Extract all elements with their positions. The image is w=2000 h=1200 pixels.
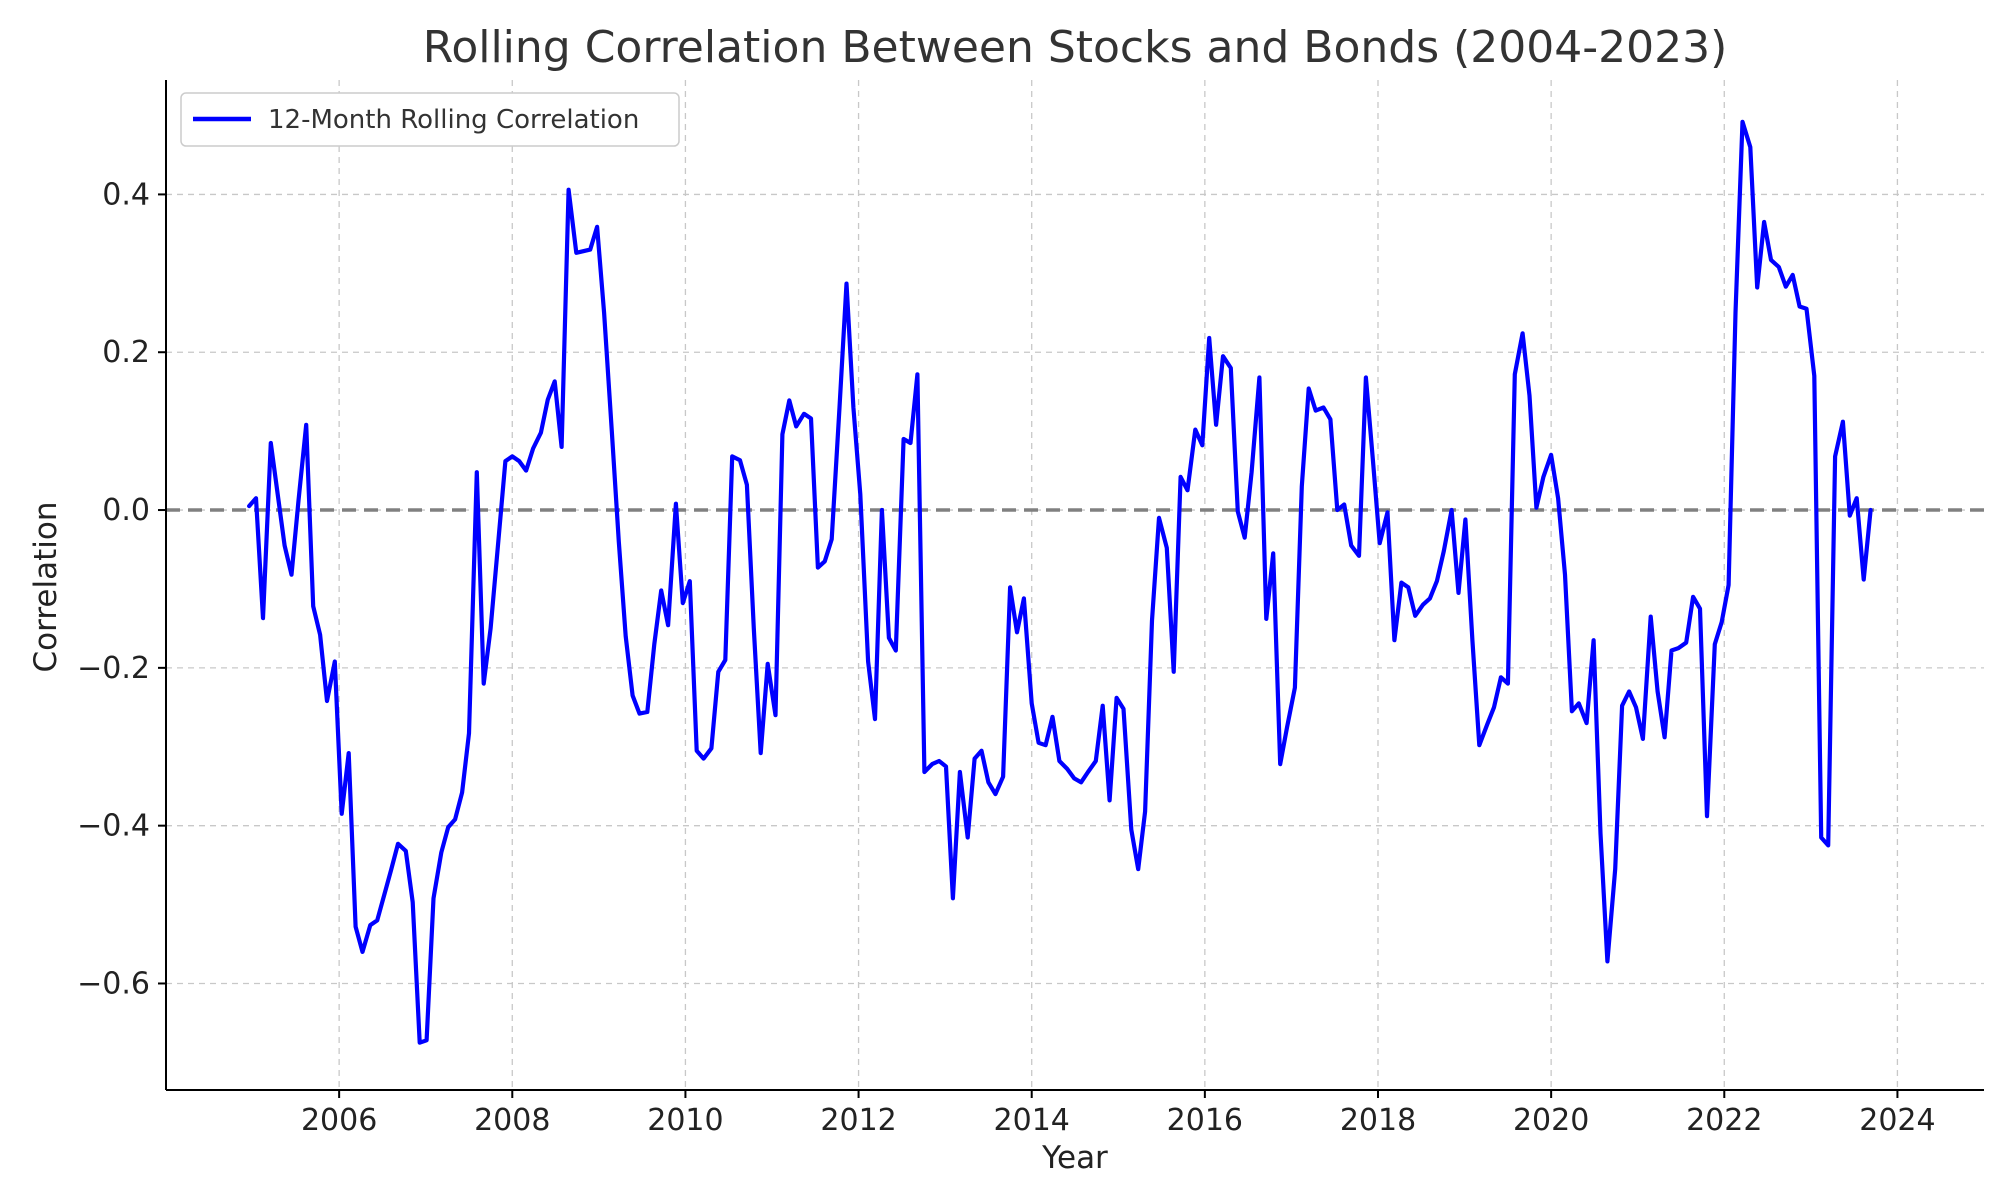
x-tick-label: 2020 [1513, 1103, 1589, 1138]
y-tick-label: 0.0 [102, 493, 150, 528]
y-tick-label: 0.4 [102, 177, 150, 212]
legend-box [180, 92, 680, 147]
y-tick-label: −0.4 [77, 809, 150, 844]
x-axis-label: Year [1041, 1140, 1108, 1176]
y-tick-label: 0.2 [102, 335, 150, 370]
chart-title: Rolling Correlation Between Stocks and B… [423, 22, 1728, 73]
series-layer [247, 119, 1873, 1045]
x-tick-label: 2016 [1167, 1103, 1243, 1138]
gridlines [166, 80, 1984, 1090]
y-tick-label: −0.2 [77, 651, 150, 686]
x-tick-label: 2018 [1340, 1103, 1416, 1138]
x-tick-label: 2010 [647, 1103, 723, 1138]
legend-label: 12-Month Rolling Correlation [268, 105, 639, 135]
tick-labels: 2006 2008 2010 2012 2014 2016 2018 2020 2022 2024… [77, 177, 1935, 1138]
x-tick-label: 2024 [1859, 1103, 1935, 1138]
legend: 12-Month Rolling Correlation [180, 92, 680, 147]
x-tick-label: 2014 [994, 1103, 1070, 1138]
series-line-rolling-correlation [247, 119, 1873, 1045]
x-tick-label: 2022 [1686, 1103, 1762, 1138]
y-axis-label: Correlation [28, 502, 64, 673]
y-tick-label: −0.6 [77, 966, 150, 1001]
x-tick-label: 2006 [301, 1103, 377, 1138]
x-tick-label: 2012 [820, 1103, 896, 1138]
axes [158, 80, 1984, 1098]
x-tick-label: 2008 [474, 1103, 550, 1138]
